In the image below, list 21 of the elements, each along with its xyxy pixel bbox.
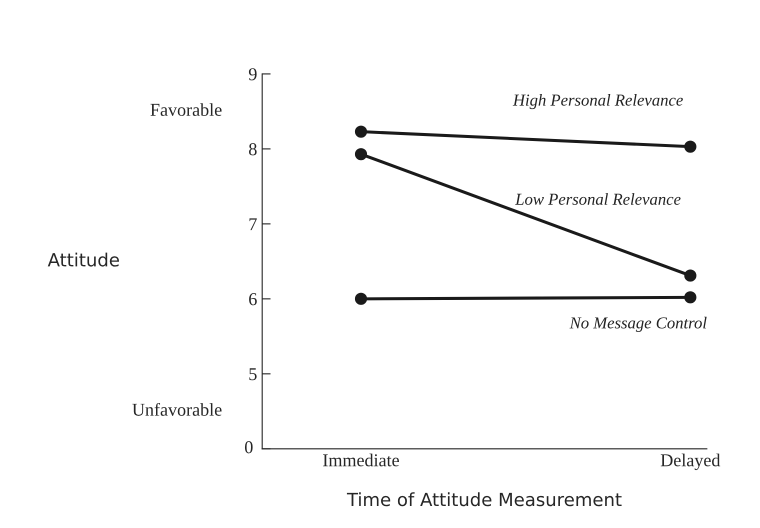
text: Unfavorable: [132, 402, 222, 416]
point: [684, 270, 696, 282]
point: [354, 292, 368, 305]
text: 0: [244, 441, 253, 454]
series-label: No Message Control: [570, 316, 707, 332]
y-tick-label: 9: [248, 68, 257, 80]
point: [354, 148, 368, 160]
y-tick-label: 5: [249, 368, 257, 380]
series-label: High Personal Relevance: [512, 94, 683, 110]
y-tick-label: 7: [250, 218, 257, 230]
y-tick-label: 6: [249, 293, 257, 306]
point: [684, 140, 696, 153]
y-tick-label: 8: [249, 143, 257, 156]
point: [354, 126, 368, 138]
series-label: Low Personal Relevance: [515, 193, 681, 205]
point: [684, 291, 696, 304]
x-tick-label: Immediate: [323, 454, 399, 466]
x-tick-label: Delayed: [660, 454, 720, 470]
text: Favorable: [150, 103, 222, 116]
x-axis-title: Time of Attitude Measurement: [346, 492, 622, 506]
text: Attitude: [48, 252, 119, 267]
